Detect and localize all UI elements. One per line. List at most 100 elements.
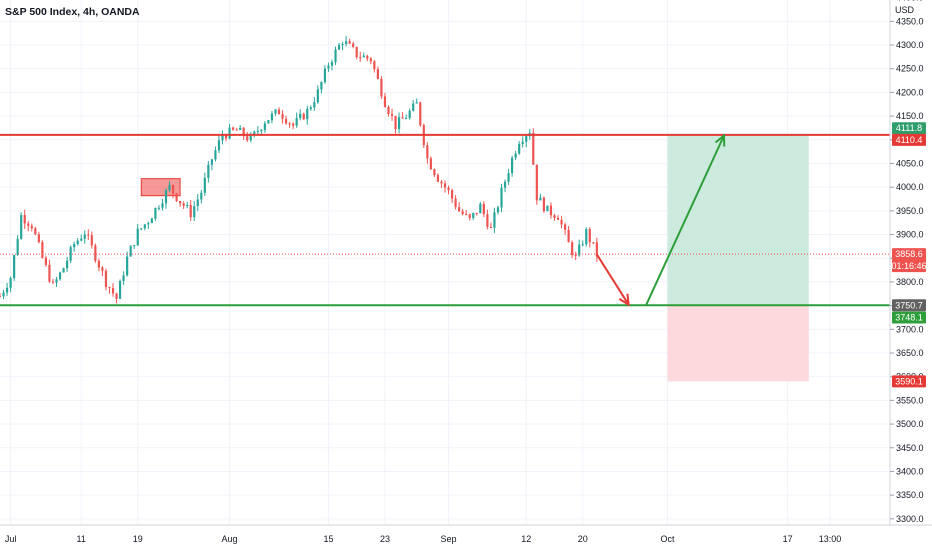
- candle-body: [337, 45, 341, 50]
- candle-body: [9, 278, 12, 288]
- candle-body: [352, 43, 355, 47]
- candle-body: [288, 123, 291, 125]
- candle-body: [147, 223, 150, 225]
- candle-body: [150, 218, 153, 224]
- candle-body: [316, 89, 319, 103]
- candle-body: [108, 287, 111, 289]
- candle-body: [362, 55, 365, 58]
- candle-body: [366, 55, 369, 59]
- candle-body: [44, 257, 48, 265]
- candle-body: [345, 41, 348, 45]
- candle-body: [405, 118, 408, 120]
- y-tick-label: 3450.0: [896, 443, 924, 453]
- candle-body: [182, 203, 185, 206]
- candle-body: [51, 281, 55, 283]
- candle-body: [415, 102, 418, 104]
- y-tick-label: 4250.0: [896, 64, 924, 74]
- candle-body: [83, 234, 86, 239]
- candle-body: [535, 164, 538, 201]
- x-tick-label: 12: [521, 534, 531, 544]
- projection-arrows[interactable]: [596, 133, 726, 307]
- x-tick-label: 17: [783, 534, 793, 544]
- candles: [0, 35, 598, 304]
- candle-body: [309, 107, 312, 110]
- horizontal-levels[interactable]: [0, 133, 890, 307]
- candle-body: [390, 114, 394, 116]
- up-arrow-head: [714, 133, 726, 147]
- candle-body: [157, 207, 161, 209]
- candle-body: [97, 260, 100, 268]
- candle-body: [133, 245, 136, 247]
- candle-body: [34, 228, 37, 235]
- candle-body: [380, 78, 383, 97]
- candle-body: [171, 184, 175, 194]
- candle-body: [129, 246, 132, 257]
- candle-body: [560, 219, 563, 225]
- resistance-level-label-bg: [892, 133, 926, 146]
- candle-body: [419, 102, 422, 126]
- y-tick-label: 4000.0: [896, 182, 924, 192]
- x-tick-label: 19: [133, 534, 143, 544]
- candle-body: [58, 272, 62, 280]
- candle-body: [239, 127, 242, 131]
- y-tick-label: 3900.0: [896, 230, 924, 240]
- candle-body: [514, 153, 517, 158]
- candle-body: [511, 157, 514, 174]
- candle-body: [292, 123, 295, 126]
- x-tick-label: 11: [77, 534, 86, 544]
- candle-body: [179, 200, 182, 204]
- stop-level-label-bg: [892, 375, 926, 388]
- candle-body: [496, 207, 500, 213]
- candle-body: [323, 68, 327, 83]
- candle-body: [69, 247, 72, 261]
- candle-body: [260, 129, 263, 132]
- x-tick-label: Aug: [222, 534, 238, 544]
- candle-body: [274, 109, 277, 114]
- down-arrow[interactable]: [596, 253, 630, 306]
- candle-body: [581, 244, 584, 246]
- candle-body: [136, 228, 139, 246]
- candle-body: [595, 242, 598, 257]
- stop-level-label: 3590.1: [895, 376, 923, 386]
- candle-body: [313, 102, 316, 108]
- candle-body: [539, 197, 542, 201]
- candle-body: [66, 260, 69, 269]
- candle-body: [80, 238, 83, 241]
- x-tick-label: Oct: [660, 534, 675, 544]
- support-level-label: 3748.1: [895, 313, 923, 323]
- candle-body: [320, 82, 323, 90]
- candle-body: [549, 205, 553, 216]
- candle-body: [299, 113, 302, 118]
- time-axis[interactable]: Jul 11 19 Aug 15 23 Sep 12 20 Oct 17 13:00: [5, 534, 841, 544]
- candle-body: [341, 44, 344, 46]
- y-tick-label: 4300.0: [896, 40, 924, 50]
- candle-body: [588, 229, 591, 243]
- candle-body: [217, 140, 221, 151]
- candle-body: [563, 224, 567, 230]
- y-tick-label: 3350.0: [896, 490, 924, 500]
- candle-body: [401, 117, 404, 119]
- candle-body: [408, 110, 411, 119]
- loss-zone[interactable]: [667, 305, 809, 382]
- candle-body: [207, 164, 210, 178]
- candle-body: [475, 212, 478, 214]
- candle-body: [542, 197, 545, 212]
- candle-body: [479, 203, 482, 214]
- candle-body: [383, 96, 387, 108]
- resistance-level-label: 4110.4: [896, 135, 923, 145]
- candle-body: [334, 49, 337, 62]
- x-tick-label: Sep: [441, 534, 457, 544]
- candle-body: [118, 280, 122, 299]
- highlight-zone[interactable]: [140, 178, 181, 197]
- candle-body: [472, 212, 475, 218]
- up-arrow[interactable]: [645, 135, 725, 306]
- candle-body: [30, 225, 33, 229]
- candle-body: [161, 203, 164, 208]
- candle-body: [387, 107, 390, 115]
- candle-body: [0, 296, 2, 298]
- candle-body: [525, 136, 528, 142]
- profit-zone[interactable]: [667, 134, 809, 306]
- candle-body: [454, 198, 457, 208]
